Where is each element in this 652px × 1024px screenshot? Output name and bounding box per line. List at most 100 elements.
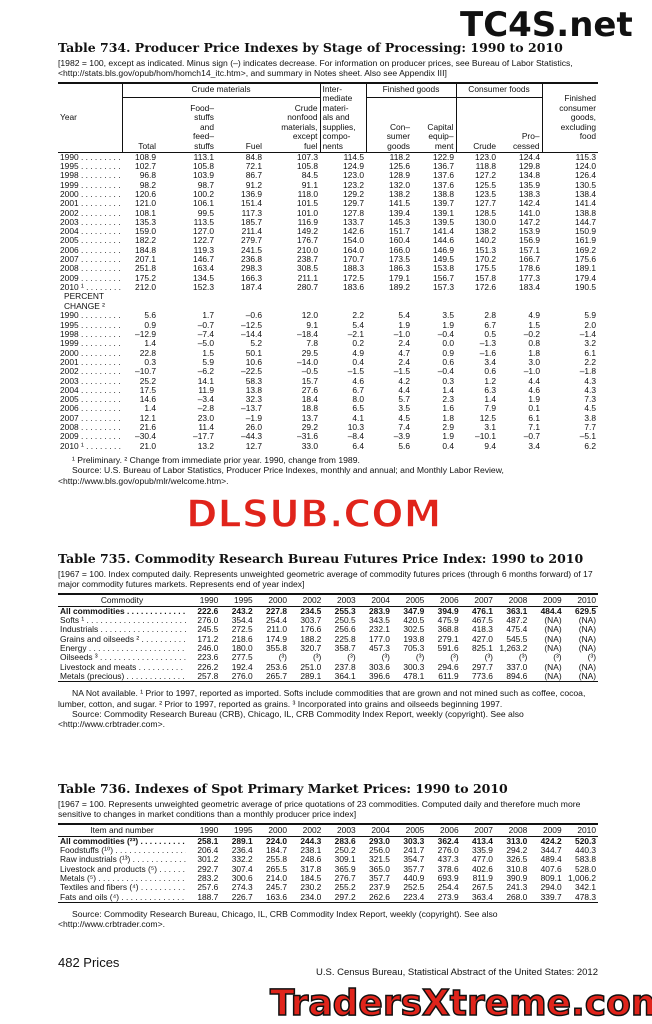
table-cell: –18.4: [297, 330, 318, 340]
table-cell: 326.5: [506, 855, 528, 865]
table-cell: –1.9: [245, 413, 262, 423]
row-label-text: 1990: [60, 311, 122, 320]
table-cell: 402.6: [471, 864, 493, 874]
table-cell: 144.6: [433, 236, 454, 246]
table-cell: 303.7: [300, 616, 322, 626]
table-cell: 693.9: [437, 874, 459, 883]
table-cell: 2.4: [398, 357, 410, 367]
row-label: Livestock and meats: [58, 663, 186, 672]
table-cell: 146.7: [193, 255, 214, 265]
table-cell: 108.9: [135, 152, 156, 162]
table-cell: 136.9: [241, 190, 262, 199]
table-cell: –0.4: [437, 330, 454, 340]
table-cell: 123.0: [475, 152, 496, 162]
table-cell: 189.2: [389, 282, 410, 292]
row-label-text: Textiles and fibers (⁴): [60, 883, 186, 892]
table-cell: –8.4: [347, 432, 364, 442]
row-label-text: All commodities: [60, 607, 186, 616]
table-cell: 344.7: [540, 846, 562, 856]
column-header: 1995: [220, 822, 255, 838]
table-cell: 127.8: [343, 208, 364, 218]
table-cell: 153.8: [433, 264, 454, 274]
table-cell: 172.6: [475, 282, 496, 292]
table-cell: –44.3: [241, 432, 262, 442]
table-cell: 252.5: [403, 883, 425, 893]
row-label-text: Softs ¹: [60, 616, 186, 625]
table-cell: 1.4: [442, 385, 454, 395]
table-cell: (³): [587, 653, 596, 663]
table-cell: (NA): [544, 625, 562, 635]
table-cell: 166.0: [389, 245, 410, 255]
table-cell: 141.0: [519, 208, 541, 218]
table-cell: 12.0: [301, 311, 318, 321]
table-cell: 175.5: [475, 264, 496, 274]
table-cell: 118.2: [389, 152, 410, 162]
row-label: All commodities: [58, 607, 186, 616]
column-header: Pro– cessed: [498, 97, 543, 154]
column-header: Commodity: [58, 592, 186, 608]
table-cell: 257.8: [186, 671, 221, 683]
table-cell: 0.0: [442, 339, 454, 349]
table-cell: 157.1: [519, 245, 541, 255]
row-label-text: Metals (⁵): [60, 874, 186, 883]
table-cell: 3.4: [484, 357, 496, 367]
table-cell: 132.0: [389, 180, 410, 190]
row-label-text: 2009: [60, 274, 122, 283]
table-cell: –1.8: [579, 367, 597, 377]
footnote: Source: U.S. Bureau of Labor Statistics,…: [58, 465, 504, 486]
table-cell: (³): [450, 653, 459, 663]
table-cell: 368.8: [437, 625, 459, 635]
table-cell: 139.7: [433, 199, 454, 209]
row-label: 2006: [58, 404, 122, 413]
table-cell: (³): [381, 653, 390, 663]
table-cell: 126.4: [575, 171, 597, 181]
table-cell: 176.7: [297, 236, 318, 246]
table-cell: 116.9: [297, 217, 318, 227]
table-cell: 161.9: [575, 236, 597, 246]
table-cell: 153.9: [519, 227, 541, 237]
table-cell: 301.2: [197, 855, 219, 865]
row-label-text: 1998: [60, 330, 122, 339]
row-label-text: 2006: [60, 404, 122, 413]
row-label: Raw industrials (¹³): [58, 855, 186, 864]
table-cell: 255.8: [266, 855, 287, 865]
row-label-text: All commodities (²³): [60, 837, 186, 846]
group-header: Finished goods: [365, 81, 456, 98]
table-row: 1999 98.2 98.7 91.2 91.1 123.2 132.0 137.6 125.5…: [58, 181, 598, 190]
table-cell: 139.1: [433, 208, 454, 218]
table-row: Fats and oils (⁴)188.7226.7163.6234.0297…: [58, 892, 598, 903]
table-cell: 277.5: [231, 653, 253, 663]
column-header: Fuel: [216, 97, 264, 154]
table-cell: –3.9: [393, 432, 410, 442]
table-cell: 5.9: [584, 311, 597, 321]
table-cell: 130.0: [475, 217, 496, 227]
table-title: Table 734. Producer Price Indexes by Sta…: [58, 40, 563, 55]
column-header: 2006: [426, 592, 461, 608]
table-cell: 394.9: [437, 606, 459, 616]
table-cell: 13.8: [245, 385, 262, 395]
table-cell: 289.1: [231, 836, 253, 846]
table-cell: 84.8: [245, 152, 262, 162]
table-body: All commodities 222.6 243.2 227.8 234.5 255.3…: [58, 606, 598, 683]
table-cell: 7.1: [528, 423, 541, 433]
table-cell: 138.4: [575, 190, 597, 199]
table-cell: 365.0: [369, 864, 390, 874]
table: Commodity 1990 1995 2000 2002 2003 2004 2005 200…: [58, 592, 598, 683]
table-cell: (NA): [578, 616, 596, 626]
table-row: Foodstuffs (¹⁰) 206.4 236.4 184.7 238.1 250.2…: [58, 846, 598, 855]
row-label: 2009: [58, 432, 122, 441]
table-cell: 2.2: [352, 311, 364, 321]
footnote: Source: Commodity Research Bureau, Chica…: [58, 908, 498, 930]
table-cell: 50.1: [245, 348, 262, 358]
column-header: 2003: [323, 822, 358, 838]
table-row: 2000 22.8 1.5 50.1 29.5 4.9 4.7 0.9 –1.6 1.8 6.1: [58, 349, 598, 358]
table-cell: 339.7: [529, 892, 564, 903]
row-label: 2001: [58, 358, 122, 367]
column-header: 2002: [288, 592, 324, 608]
table-cell: 101.5: [297, 199, 318, 209]
table-cell: 0.2: [352, 339, 364, 349]
table-cell: 118.0: [297, 190, 318, 199]
publication: U.S. Census Bureau, Statistical Abstract…: [316, 967, 598, 978]
table-row: Metals (precious)257.8276.0265.7289.1364…: [58, 671, 598, 683]
